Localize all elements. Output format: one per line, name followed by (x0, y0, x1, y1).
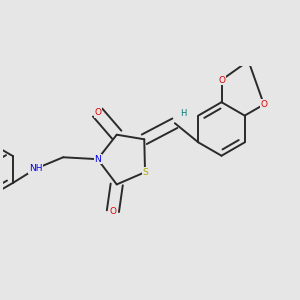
Text: O: O (218, 76, 225, 85)
Text: O: O (260, 100, 267, 109)
Text: N: N (94, 155, 101, 164)
Text: NH: NH (29, 164, 42, 173)
Text: H: H (180, 109, 187, 118)
Text: S: S (142, 168, 148, 177)
Text: O: O (94, 108, 101, 117)
Text: O: O (110, 207, 116, 216)
